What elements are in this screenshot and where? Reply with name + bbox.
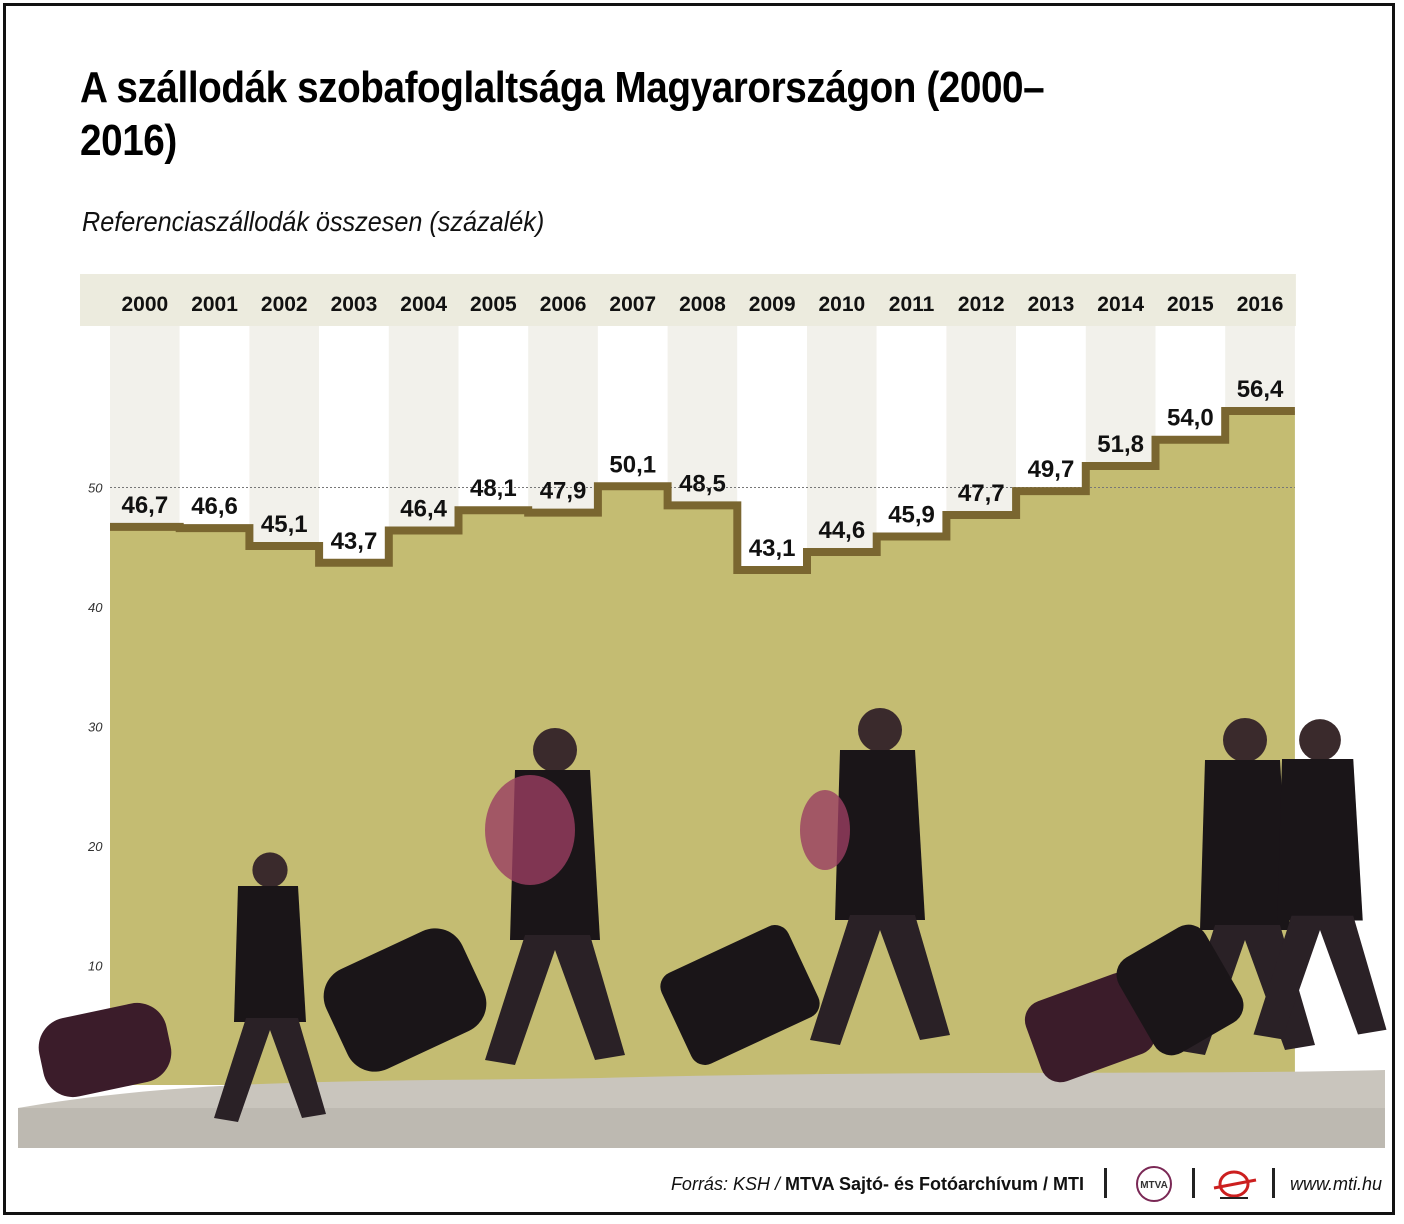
- year-label: 2000: [121, 293, 168, 316]
- value-label: 49,7: [1028, 456, 1075, 483]
- value-label: 44,6: [818, 517, 865, 544]
- step-chart: 2000 2001 2002 2003 2004 2005 2006 2007 2008 2009…: [18, 274, 1387, 1148]
- year-label: 2001: [191, 293, 238, 316]
- person-head: [858, 708, 902, 752]
- footer-separator: [1272, 1168, 1275, 1198]
- suitcase: [38, 1002, 172, 1098]
- source-main: MTVA Sajtó- és Fotóarchívum / MTI: [784, 1174, 1084, 1194]
- value-label: 47,9: [540, 478, 587, 505]
- year-label: 2003: [331, 293, 378, 316]
- value-label: 48,5: [679, 470, 726, 497]
- year-label: 2013: [1028, 293, 1075, 316]
- occupancy-step-line: [110, 407, 1295, 574]
- value-label: 46,7: [121, 492, 168, 519]
- year-label: 2010: [818, 293, 865, 316]
- year-label: 2009: [749, 293, 796, 316]
- person-body: [1277, 759, 1363, 921]
- value-label: 46,4: [400, 496, 447, 523]
- year-label: 2008: [679, 293, 726, 316]
- y-tick-label: 50: [88, 481, 103, 496]
- website-link[interactable]: www.mti.hu: [1289, 1174, 1382, 1194]
- suitcase: [1116, 924, 1244, 1056]
- value-labels: 46,7 46,6 45,1 43,7 46,4 48,1 47,9 50,1 48,5 43,1…: [121, 376, 1284, 562]
- year-label: 2002: [261, 293, 308, 316]
- mti-logo-icon: [1213, 1170, 1257, 1199]
- year-label: 2016: [1237, 293, 1284, 316]
- footer-separator: [1192, 1168, 1195, 1198]
- occupancy-area: [110, 407, 1295, 1085]
- person-legs: [810, 915, 950, 1045]
- suitcase: [1024, 972, 1156, 1083]
- value-label: 54,0: [1167, 405, 1214, 432]
- source-credit: Forrás: KSH / MTVA Sajtó- és Fotóarchívu…: [671, 1174, 1084, 1195]
- footer: Forrás: KSH / MTVA Sajtó- és Fotóarchívu…: [0, 1164, 1404, 1204]
- y-tick-label: 30: [88, 720, 103, 735]
- y-tick-label: 10: [88, 959, 103, 974]
- footer-separator: [1104, 1168, 1107, 1198]
- year-label: 2014: [1097, 293, 1144, 316]
- y-axis: 10 20 30 40 50: [87, 481, 103, 974]
- mtva-logo: MTVA: [1136, 1166, 1172, 1202]
- value-label: 50,1: [609, 451, 656, 478]
- chart-title: A szállodák szobafoglaltsága Magyarorszá…: [80, 63, 1045, 165]
- year-label: 2007: [609, 293, 656, 316]
- year-label: 2006: [540, 293, 587, 316]
- backpack: [485, 775, 575, 885]
- year-label: 2005: [470, 293, 517, 316]
- y-tick-label: 40: [88, 600, 103, 615]
- person-head: [1223, 718, 1267, 762]
- chart-subtitle: Referenciaszállodák összesen (százalék): [82, 206, 545, 237]
- person-body: [835, 750, 925, 920]
- person-head: [533, 728, 577, 772]
- chart-frame: [3, 3, 1395, 1215]
- occupancy-fill: [110, 411, 1295, 1085]
- value-label: 45,1: [261, 511, 308, 538]
- value-label: 45,9: [888, 501, 935, 528]
- person-body: [234, 886, 306, 1022]
- person-head: [252, 852, 288, 888]
- person-head: [1299, 719, 1341, 761]
- pavement-shadow: [18, 1108, 1385, 1148]
- person-legs: [214, 1018, 326, 1122]
- backpack: [800, 790, 850, 870]
- value-label: 56,4: [1237, 376, 1284, 403]
- person-legs: [1253, 915, 1387, 1040]
- value-label: 48,1: [470, 475, 517, 502]
- person-body: [1200, 760, 1290, 930]
- mtva-logo-text: MTVA: [1140, 1180, 1168, 1191]
- header-background: [80, 274, 1296, 326]
- year-label: 2011: [889, 293, 935, 316]
- value-label: 47,7: [958, 480, 1005, 507]
- year-label: 2015: [1167, 293, 1214, 316]
- suitcase: [323, 928, 487, 1072]
- year-label: 2004: [400, 293, 447, 316]
- year-header-row: 2000 2001 2002 2003 2004 2005 2006 2007 2008 2009…: [80, 274, 1296, 326]
- value-label: 43,1: [749, 535, 796, 562]
- source-lead: Forrás: KSH /: [670, 1174, 785, 1194]
- y-tick-label: 20: [87, 839, 103, 854]
- travellers-silhouette-illustration: [18, 708, 1387, 1148]
- value-label: 51,8: [1097, 431, 1144, 458]
- person-legs: [485, 935, 625, 1065]
- value-label: 46,6: [191, 493, 238, 520]
- suitcase: [660, 925, 820, 1065]
- value-label: 43,7: [331, 528, 378, 555]
- year-label: 2012: [958, 293, 1005, 316]
